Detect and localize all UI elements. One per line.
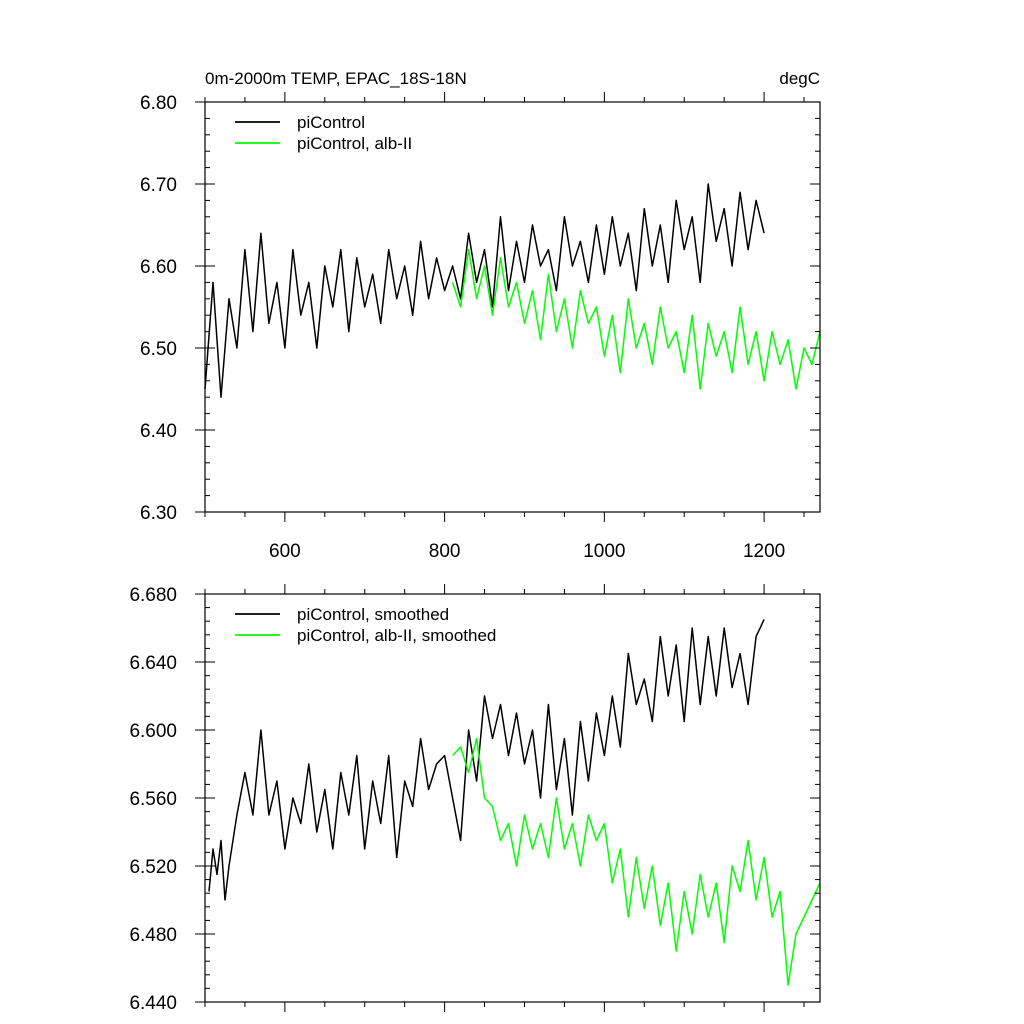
x-tick-label: 1200 bbox=[743, 541, 785, 562]
series-line-2 bbox=[452, 737, 821, 986]
legend-label-2: piControl, alb-II, smoothed bbox=[297, 626, 496, 645]
legend-label-1: piControl, smoothed bbox=[297, 605, 449, 624]
y-tick-label: 6.600 bbox=[129, 721, 177, 742]
legend-label-1: piControl bbox=[297, 113, 365, 132]
y-tick-label: 6.680 bbox=[129, 585, 177, 606]
chart-title: 0m-2000m TEMP, EPAC_18S-18N bbox=[205, 69, 467, 88]
legend-label-2: piControl, alb-II bbox=[297, 134, 412, 153]
x-tick-label: 1000 bbox=[583, 541, 625, 562]
y-tick-label: 6.70 bbox=[140, 175, 177, 196]
x-tick-label: 800 bbox=[429, 541, 461, 562]
y-tick-label: 6.640 bbox=[129, 653, 177, 674]
series-line-1 bbox=[208, 619, 765, 901]
series-line-2 bbox=[451, 248, 821, 390]
y-tick-label: 6.40 bbox=[140, 421, 177, 442]
panel-top: 0m-2000m TEMP, EPAC_18S-18N degC 6.30 6.40 6… bbox=[140, 69, 821, 562]
series-line-1 bbox=[204, 183, 765, 398]
y-tick-label: 6.60 bbox=[140, 257, 177, 278]
plot-frame bbox=[204, 101, 821, 513]
y-tick-label: 6.30 bbox=[140, 503, 177, 524]
y-tick-label: 6.50 bbox=[140, 339, 177, 360]
y-tick-label: 6.520 bbox=[129, 857, 177, 878]
y-tick-label: 6.560 bbox=[129, 789, 177, 810]
y-tick-label: 6.480 bbox=[129, 925, 177, 946]
y-tick-label: 6.80 bbox=[140, 93, 177, 114]
x-tick-label: 600 bbox=[269, 541, 301, 562]
y-tick-label: 6.440 bbox=[129, 993, 177, 1014]
units-label: degC bbox=[779, 69, 820, 88]
panel-bottom: 6.440 6.480 6.520 6.560 6.600 6.640 6.680 piCon… bbox=[129, 584, 821, 1014]
